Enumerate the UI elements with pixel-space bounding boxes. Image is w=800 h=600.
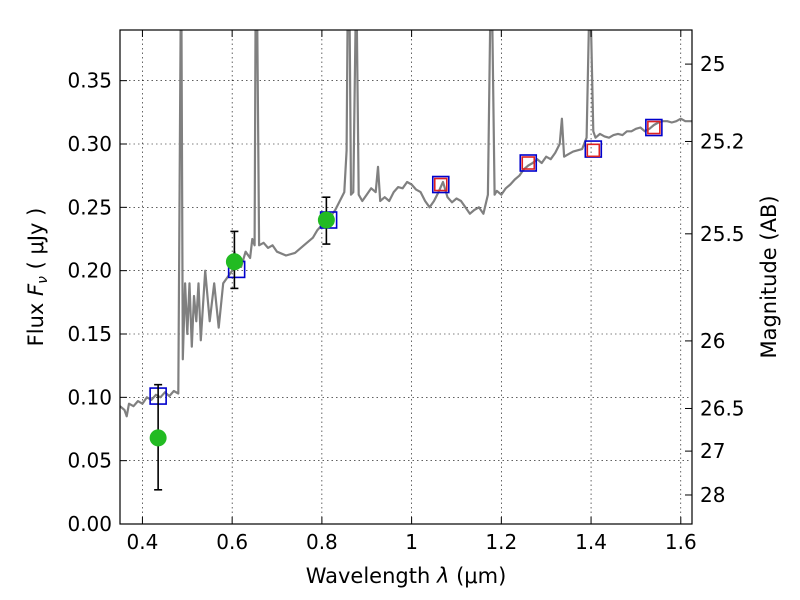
observed-data-point xyxy=(225,253,243,271)
x-tick-label: 1 xyxy=(405,530,418,554)
spectrum-line xyxy=(120,30,692,418)
observed-data-point xyxy=(149,429,167,447)
y2-tick-label: 25 xyxy=(700,52,725,76)
y2-tick-label: 28 xyxy=(700,483,725,507)
y-axis-label: Flux Fν ( μJy ) xyxy=(24,208,51,347)
x-tick-label: 0.8 xyxy=(306,530,338,554)
axis-ticks: 0.4 0.6 0.8 1 1.2 1.4 1.6 0.00 0.05 0.10 0.15 0.20 0… xyxy=(67,30,745,554)
y2-tick-label: 26 xyxy=(700,329,725,353)
x-tick-label: 0.6 xyxy=(216,530,248,554)
x-tick-label: 1.2 xyxy=(485,530,517,554)
y2-tick-label: 27 xyxy=(700,439,725,463)
x-tick-label: 1.6 xyxy=(665,530,697,554)
observed-data-point xyxy=(317,211,335,229)
model-square-marker xyxy=(433,177,448,192)
y2-axis-label: Magnitude (AB) xyxy=(757,195,781,358)
x-axis-label: Wavelength λ (μm) xyxy=(306,564,507,588)
y-tick-label: 0.10 xyxy=(67,385,112,409)
plot-area xyxy=(120,30,692,491)
model-square-marker xyxy=(586,143,601,158)
y-tick-label: 0.35 xyxy=(67,69,112,93)
y2-tick-label: 25.5 xyxy=(700,222,745,246)
y2-tick-label: 26.5 xyxy=(700,396,745,420)
model-square-marker xyxy=(519,154,538,172)
plot-frame xyxy=(119,29,693,525)
model-square-marker xyxy=(431,175,450,194)
x-tick-label: 1.4 xyxy=(575,530,607,554)
y-tick-label: 0.20 xyxy=(67,259,112,283)
series-group xyxy=(120,30,692,418)
x-tick-label: 0.4 xyxy=(127,530,159,554)
y-tick-label: 0.25 xyxy=(67,195,112,219)
model-square-marker xyxy=(521,156,536,170)
y-tick-label: 0.00 xyxy=(67,512,112,536)
y-tick-label: 0.15 xyxy=(67,322,112,346)
model-square-marker xyxy=(647,120,661,135)
model-square-marker xyxy=(645,118,663,137)
y2-tick-label: 25.2 xyxy=(700,129,745,153)
y-tick-label: 0.30 xyxy=(67,132,112,156)
y-tick-label: 0.05 xyxy=(67,449,112,473)
